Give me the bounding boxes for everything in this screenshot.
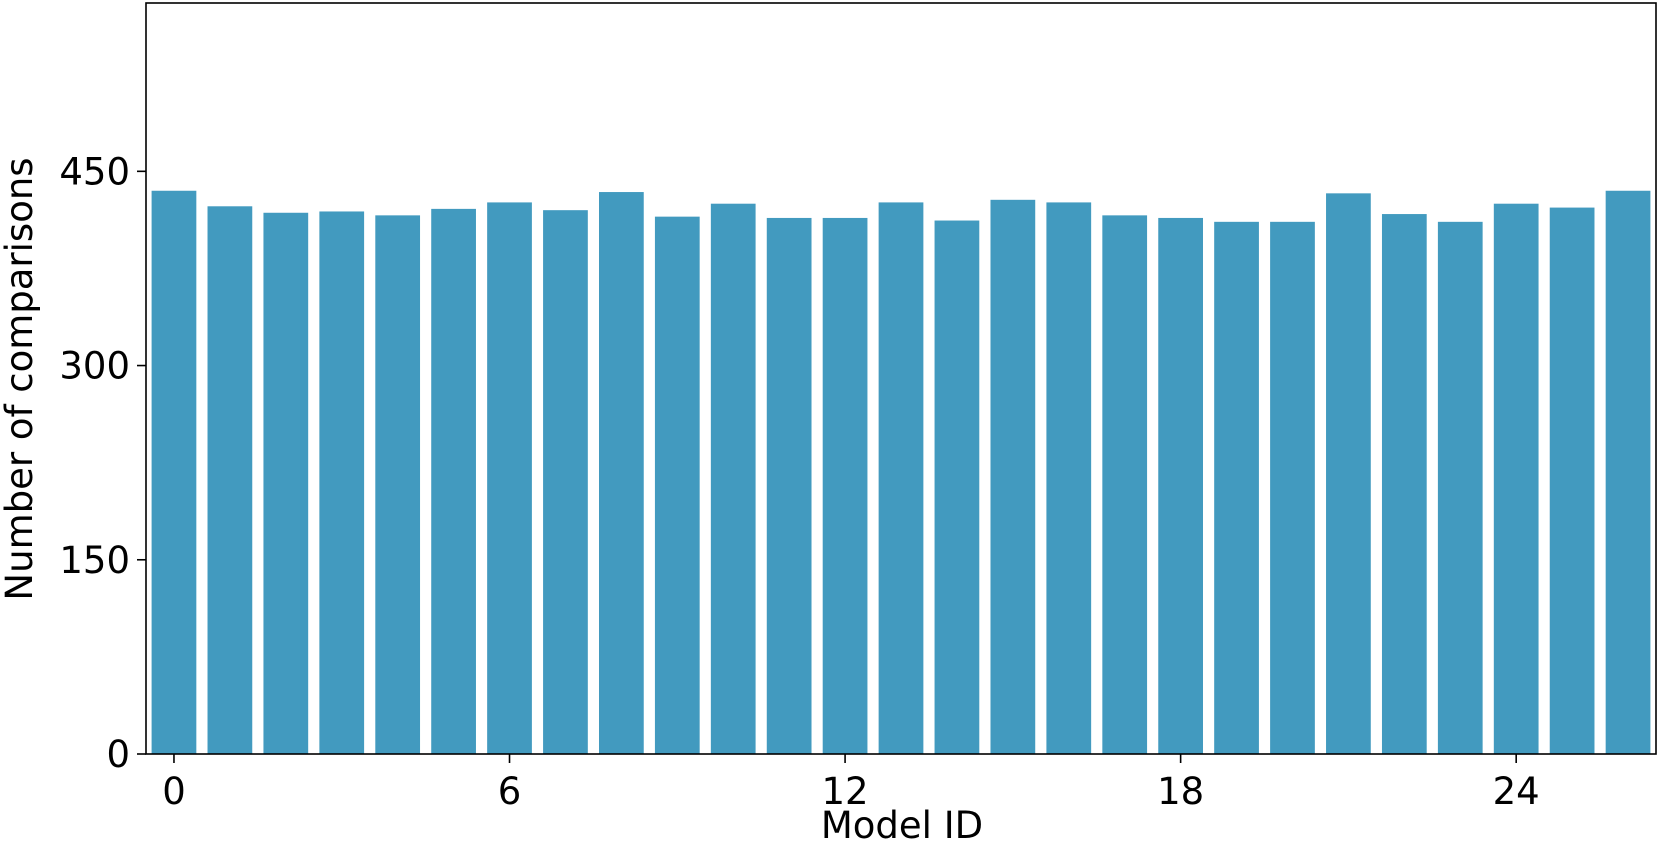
x-tick-label: 6 [498, 770, 522, 813]
bar [1381, 214, 1427, 755]
y-tick-label: 450 [59, 150, 130, 193]
bar [487, 202, 532, 754]
bar [207, 206, 253, 754]
bar [319, 211, 365, 755]
bar [710, 203, 756, 755]
x-tick-label: 0 [162, 770, 186, 813]
x-tick-label: 12 [822, 770, 869, 813]
bar [1437, 221, 1483, 754]
bar [263, 212, 309, 754]
bar [1549, 207, 1595, 754]
bar [934, 220, 980, 755]
x-tick-label: 18 [1157, 770, 1204, 813]
bar [878, 202, 924, 754]
x-axis-label: Model ID [821, 804, 983, 847]
bar [654, 216, 700, 754]
bar [1326, 193, 1371, 754]
y-tick-label: 300 [59, 345, 130, 388]
bar [822, 217, 868, 754]
bar [431, 208, 476, 755]
bar [1046, 202, 1092, 754]
x-tick-label: 24 [1493, 770, 1540, 813]
bar [1102, 215, 1148, 754]
y-axis-label: Number of comparisons [0, 157, 41, 600]
bar [599, 192, 644, 755]
bar [1493, 203, 1539, 755]
y-tick-label: 150 [59, 539, 130, 582]
bar [1605, 190, 1651, 754]
bar [1158, 217, 1203, 754]
bar [766, 217, 812, 754]
plot-frame [145, 2, 1657, 755]
y-tick-label: 0 [106, 733, 130, 776]
bar [1270, 221, 1315, 754]
bar [543, 210, 588, 754]
bar [1214, 221, 1259, 754]
bar [375, 215, 421, 754]
bar [990, 199, 1036, 755]
bar [151, 190, 197, 754]
